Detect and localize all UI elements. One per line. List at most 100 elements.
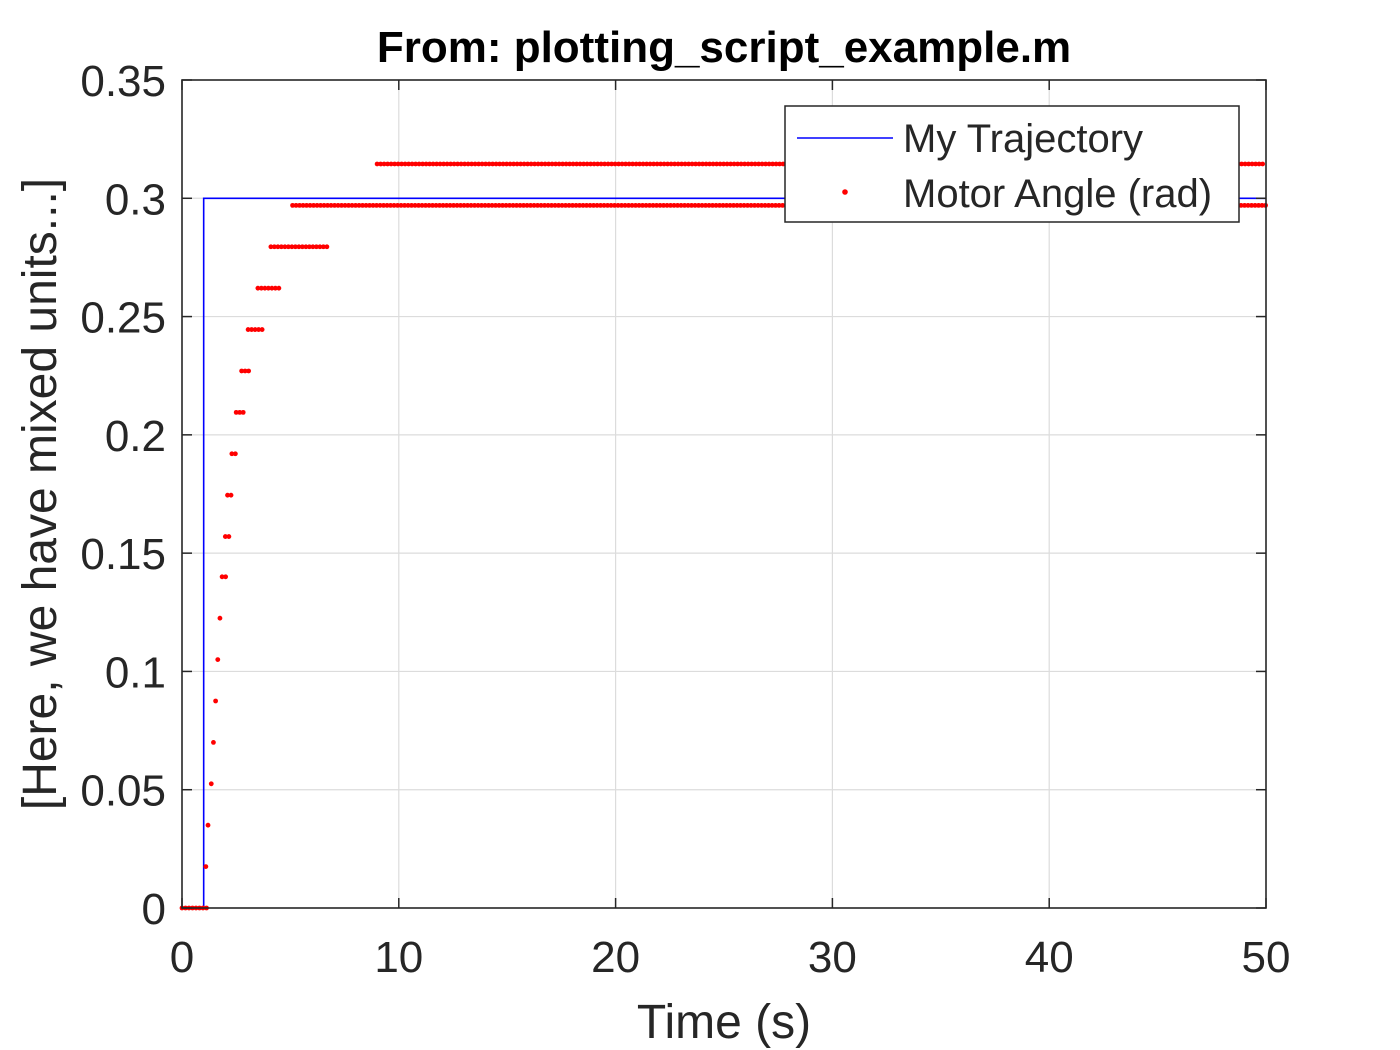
motor-angle-point: [1256, 202, 1261, 208]
motor-angle-point: [233, 409, 239, 415]
motor-angle-point: [696, 161, 702, 167]
motor-angle-point: [728, 161, 734, 167]
motor-angle-point: [615, 202, 621, 208]
motor-angle-point: [608, 202, 614, 208]
motor-angle-point: [581, 161, 587, 167]
motor-angle-point: [745, 202, 750, 208]
motor-angle-point: [507, 202, 512, 208]
motor-angle-point: [423, 161, 429, 167]
motor-angle-point: [237, 409, 243, 415]
motor-angle-point: [223, 574, 229, 580]
motor-angle-point: [714, 161, 720, 167]
motor-angle-point: [657, 202, 663, 208]
motor-angle-point: [427, 161, 433, 167]
motor-angle-point: [222, 534, 228, 539]
motor-angle-point: [717, 161, 723, 167]
motor-angle-point: [1239, 161, 1245, 167]
motor-angle-point: [731, 161, 737, 167]
motor-angle-point: [258, 285, 264, 291]
motor-angle-point: [458, 161, 464, 167]
x-tick-label: 10: [374, 933, 423, 982]
motor-angle-point: [1246, 161, 1252, 167]
motor-angle-point: [328, 202, 334, 208]
x-tick-label: 20: [591, 933, 640, 982]
motor-angle-point: [619, 202, 624, 208]
motor-angle-point: [339, 202, 344, 208]
motor-angle-point: [766, 161, 772, 167]
motor-angle-point: [482, 202, 488, 208]
motor-angle-point: [678, 202, 684, 208]
motor-angle-point: [542, 161, 548, 167]
motor-angle-point: [381, 161, 387, 167]
motor-angle-point: [465, 161, 471, 167]
motor-angle-point: [545, 202, 551, 208]
motor-angle-point: [710, 161, 716, 167]
motor-angle-point: [777, 161, 783, 167]
motor-angle-point: [738, 161, 744, 167]
motor-angle-point: [742, 161, 748, 167]
motor-angle-point: [462, 161, 468, 167]
motor-angle-point: [232, 451, 238, 457]
motor-angle-point: [272, 285, 278, 291]
legend-trajectory-label: My Trajectory: [903, 117, 1143, 161]
motor-angle-point: [444, 161, 450, 167]
motor-angle-point: [269, 285, 275, 291]
motor-angle-point: [335, 202, 341, 208]
motor-angle-point: [549, 161, 555, 167]
motor-angle-point: [734, 202, 740, 208]
motor-angle-point: [311, 202, 316, 208]
y-tick-label: 0.1: [105, 648, 166, 697]
motor-angle-point: [430, 202, 435, 208]
motor-angle-point: [374, 202, 379, 208]
motor-angle-point: [636, 202, 642, 208]
motor-angle-point: [549, 202, 554, 208]
motor-angle-point: [724, 161, 730, 167]
motor-angle-point: [594, 202, 600, 208]
motor-angle-point: [310, 244, 316, 250]
motor-angle-point: [661, 202, 666, 208]
motor-angle-point: [1259, 202, 1265, 208]
motor-angle-point: [776, 202, 782, 208]
motor-angle-point: [215, 657, 221, 662]
motor-angle-point: [682, 161, 688, 167]
motor-angle-point: [748, 202, 754, 208]
motor-angle-point: [1245, 202, 1251, 208]
motor-angle-point: [402, 161, 408, 167]
motor-angle-point: [577, 202, 582, 208]
motor-angle-point: [454, 202, 460, 208]
motor-angle-point: [203, 864, 209, 869]
motor-angle-point: [388, 202, 393, 208]
motor-angle-point: [640, 202, 645, 208]
motor-angle-point: [300, 202, 306, 208]
legend: My Trajectory Motor Angle (rad): [784, 105, 1240, 223]
motor-angle-point: [769, 202, 775, 208]
motor-angle-point: [493, 161, 499, 167]
motor-angle-point: [434, 161, 440, 167]
motor-angle-point: [650, 202, 656, 208]
motor-angle-point: [598, 161, 604, 167]
motor-angle-point: [598, 202, 603, 208]
motor-angle-point: [563, 161, 569, 167]
motor-angle-point: [668, 161, 674, 167]
motor-angle-point: [689, 202, 694, 208]
motor-angle-point: [377, 202, 383, 208]
motor-angle-point: [517, 202, 523, 208]
motor-angle-point: [278, 244, 284, 250]
x-axis: 0 10 20 30 40 50: [170, 80, 1291, 982]
motor-angle-point: [780, 202, 785, 208]
motor-angle-point: [265, 285, 271, 291]
motor-angle-point: [577, 161, 583, 167]
motor-angle-point: [710, 202, 715, 208]
motor-angle-point: [252, 327, 258, 332]
motor-angle-point: [229, 451, 235, 457]
motor-angle-point: [612, 202, 617, 208]
motor-angle-point: [242, 368, 248, 374]
x-tick-label: 50: [1242, 933, 1291, 982]
motor-angle-point: [503, 202, 509, 208]
motor-angle-point: [486, 202, 491, 208]
motor-angle-point: [275, 244, 281, 250]
motor-angle-point: [637, 161, 643, 167]
motor-angle-point: [679, 161, 685, 167]
motor-angle-point: [675, 202, 680, 208]
